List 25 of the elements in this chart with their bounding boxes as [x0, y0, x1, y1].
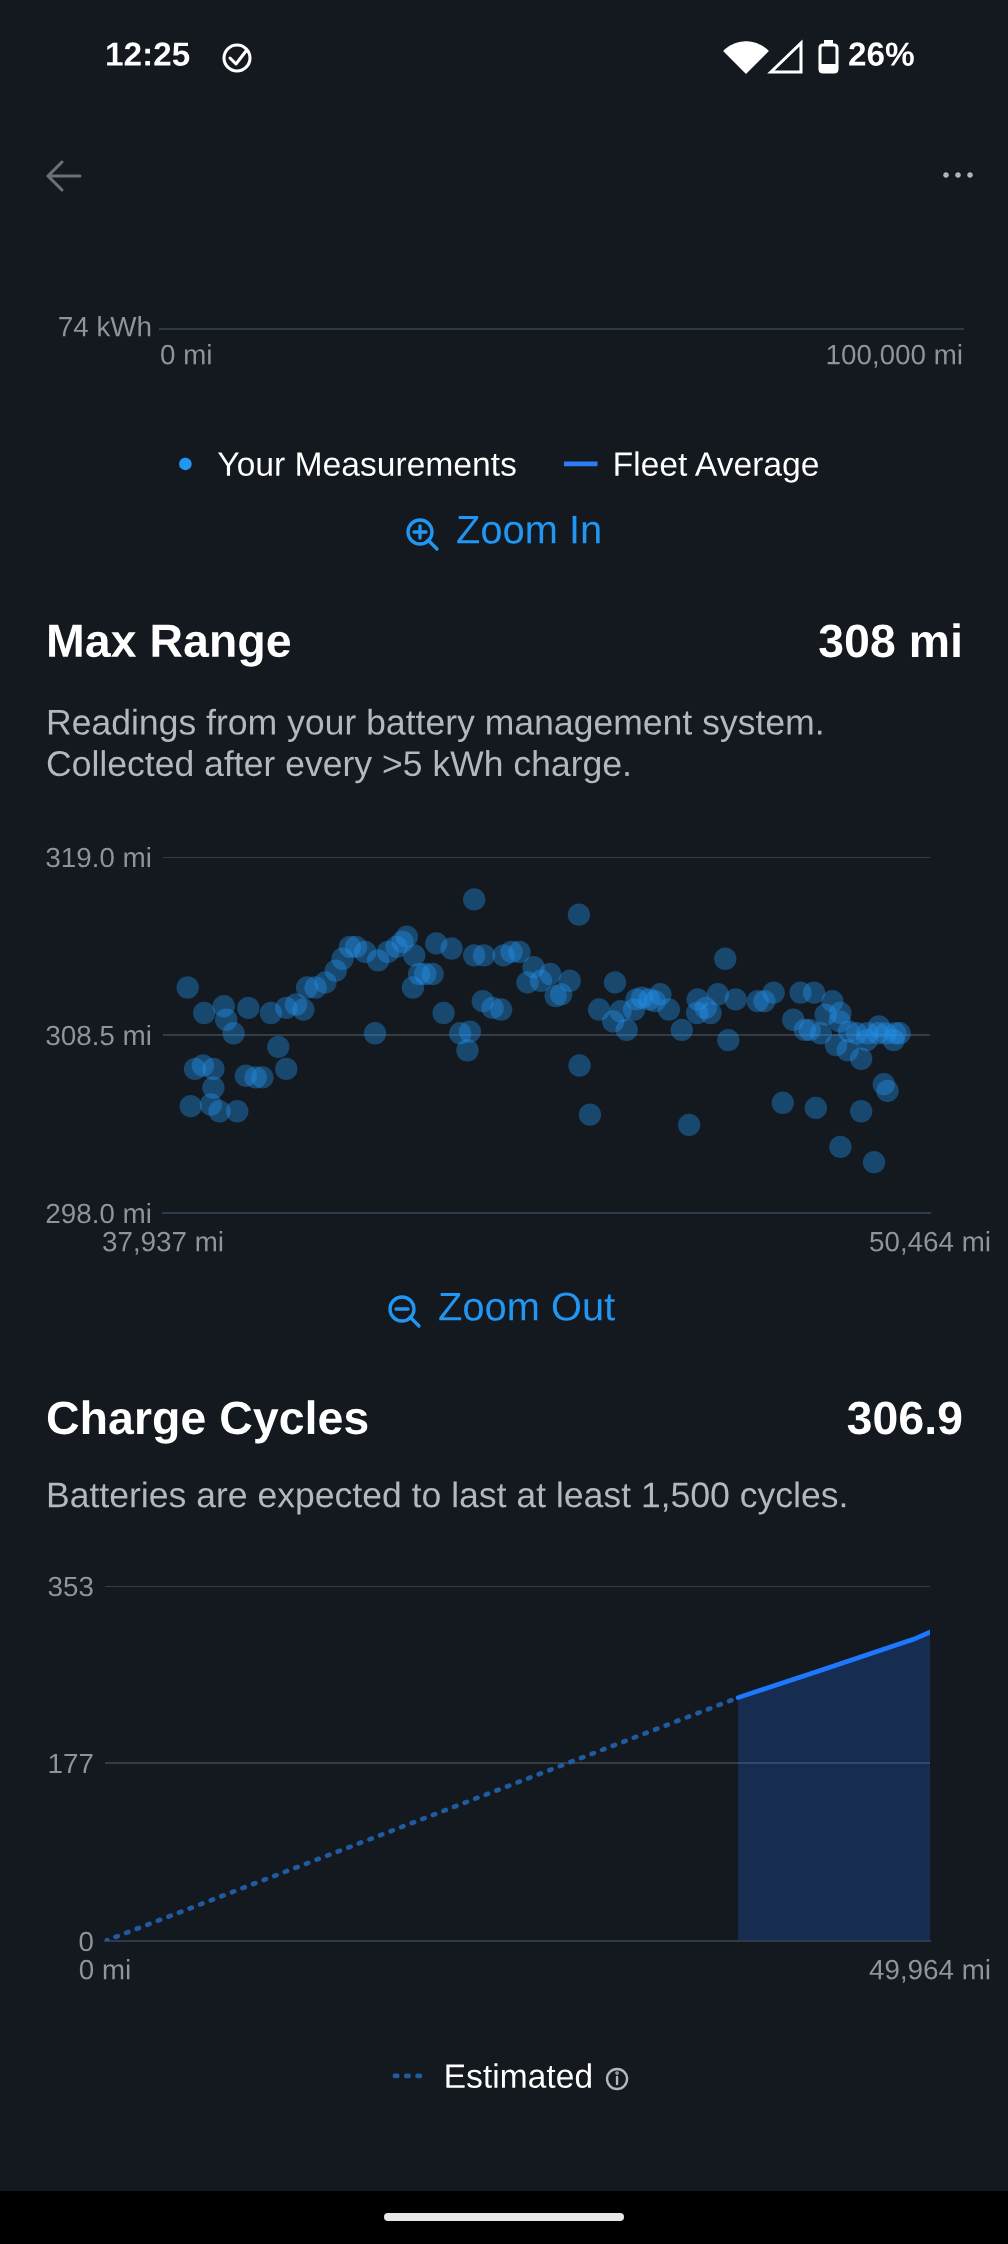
chart-subtitle: Readings from your battery management system. Collected after every >5 kWh charge.	[47, 708, 822, 784]
text: 308 mi	[819, 623, 960, 658]
y-tick-label: 177	[49, 1753, 93, 1774]
legend-label: Your Measurements	[218, 452, 516, 477]
y-tick-label: 353	[48, 1576, 93, 1597]
text: 12:25	[107, 42, 190, 66]
text: Zoom In	[457, 515, 600, 544]
text: Zoom Out	[439, 1292, 615, 1321]
legend-label: Estimated	[446, 2063, 591, 2089]
x-tick-label: 37,937 mi	[103, 1231, 223, 1255]
chart-title: Charge Cycles	[47, 1400, 368, 1444]
y-tick-label: 319.0 mi	[46, 846, 151, 868]
y-tick-label: 308.5 mi	[46, 1024, 151, 1046]
text: 74 kWh	[59, 316, 151, 337]
x-tick-label: 49,964 mi	[869, 1959, 990, 1983]
legend-label: Fleet Average	[615, 451, 818, 483]
y-tick-label: 298.0 mi	[46, 1202, 151, 1224]
text: 26%	[849, 42, 914, 66]
y-tick-label: 0	[79, 1931, 93, 1952]
text: 100,000 mi	[827, 344, 962, 368]
chart-title: Max Range	[49, 624, 291, 667]
x-tick-label: 50,464 mi	[870, 1231, 990, 1255]
text: 0 mi	[161, 344, 211, 365]
text: 306.9	[847, 1401, 962, 1435]
chart-subtitle: Batteries are expected to last at least 1,500 cycles.	[48, 1481, 846, 1515]
